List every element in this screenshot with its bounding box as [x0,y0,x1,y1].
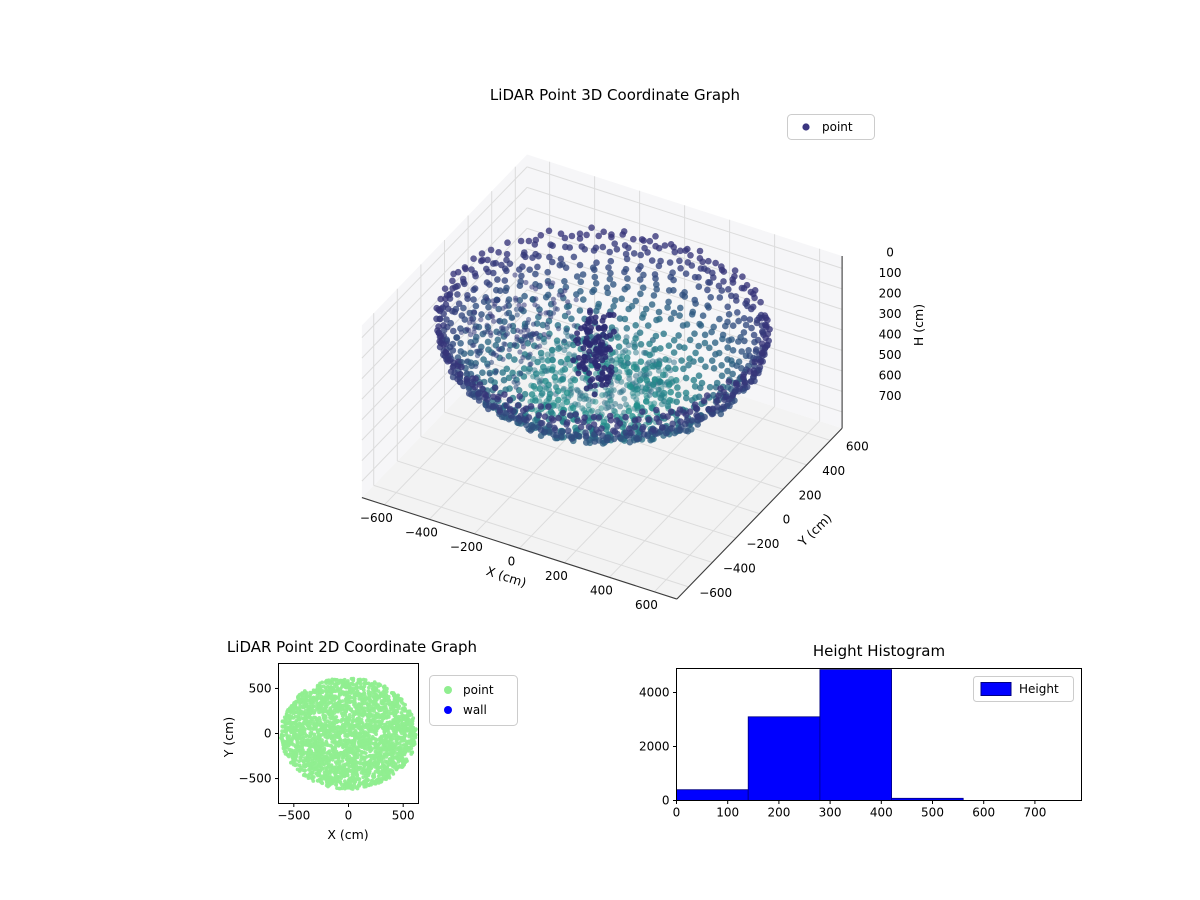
tick-label: 300 [819,806,842,820]
plot2d-ylabel: Y (cm) [221,717,236,758]
histogram-frame [676,668,1082,801]
tick-label: 0 [886,245,894,259]
tick-label: 500 [392,809,415,823]
histogram: 0 100 200 300 400 500 600 700 0 2000 4000 Height H… [639,642,1082,820]
histogram-title: Height Histogram [813,642,945,660]
tick-label: 400 [822,464,845,478]
tick-label: 300 [879,307,902,321]
tick-label: 0 [345,809,353,823]
tick-label: 600 [972,806,995,820]
tick-label: −500 [277,809,310,823]
histogram-bar [819,669,893,801]
tick-label: 200 [767,806,790,820]
tick-label: 2000 [639,740,670,754]
tick-label: 600 [879,368,902,382]
tick-label: 100 [716,806,739,820]
plot2d: −500 0 500 500 0 −500 LiDAR Point 2D Coordina… [221,638,518,842]
plot2d-title: LiDAR Point 2D Coordinate Graph [227,638,477,656]
plot3d-title: LiDAR Point 3D Coordinate Graph [490,86,740,104]
tick-label: 200 [545,569,568,583]
wall-legend-marker [444,706,452,714]
tick-label: 400 [590,583,613,597]
plot2d-point-cloud [279,676,418,791]
tick-label: −600 [360,511,393,525]
tick-label: −600 [699,586,732,600]
tick-label: 200 [879,286,902,300]
plot3d-legend: point [787,114,875,140]
wall-legend-label: wall [463,703,487,717]
tick-label: 100 [879,266,902,280]
plot2d-legend: point wall [429,675,518,726]
tick-label: 0 [264,727,272,741]
point-legend-label: point [463,683,494,697]
legend-frame [429,675,518,726]
height-legend-patch [980,682,1012,696]
point-legend-marker [802,123,810,131]
plot2d-tick-labels: −500 0 500 500 0 −500 [239,681,415,822]
tick-label: −200 [746,537,779,551]
histogram-bars [676,669,964,801]
tick-label: −400 [723,561,756,575]
tick-label: 400 [870,806,893,820]
plot3d-zlabel: H (cm) [911,304,926,346]
histogram-legend: Height [973,676,1074,702]
point-legend-label: point [822,120,853,134]
height-legend-label: Height [1019,682,1059,696]
tick-label: −500 [239,772,272,786]
tick-label: 700 [879,389,902,403]
legend-frame [787,114,875,140]
plot3d: −600−400−20002004006006004002000−200−400… [360,86,926,612]
tick-label: 400 [879,327,902,341]
plot3d-point-cloud [433,224,773,447]
tick-label: 0 [662,794,670,808]
tick-label: 0 [783,513,791,527]
tick-label: 600 [635,598,658,612]
tick-label: 700 [1023,806,1046,820]
tick-label: −400 [405,525,438,539]
tick-label: −200 [450,540,483,554]
tick-label: 600 [846,439,869,453]
tick-label: 500 [879,348,902,362]
tick-label: 0 [508,554,516,568]
histogram-bar [747,716,821,801]
tick-label: 500 [249,681,272,695]
plot3d-spines [361,256,843,600]
tick-label: 200 [799,488,822,502]
plot3d-ylabel: Y (cm) [794,510,834,550]
tick-label: 4000 [639,686,670,700]
plot3d-xlabel: X (cm) [484,563,528,590]
point-legend-marker [444,686,452,694]
tick-label: 500 [921,806,944,820]
tick-label: 0 [673,806,681,820]
plot2d-xlabel: X (cm) [327,827,368,842]
histogram-tick-labels: 0 100 200 300 400 500 600 700 0 2000 4000 [639,686,1046,820]
plot3d-tick-labels: −600−400−20002004006006004002000−200−400… [360,245,902,611]
histogram-bar [676,789,749,801]
